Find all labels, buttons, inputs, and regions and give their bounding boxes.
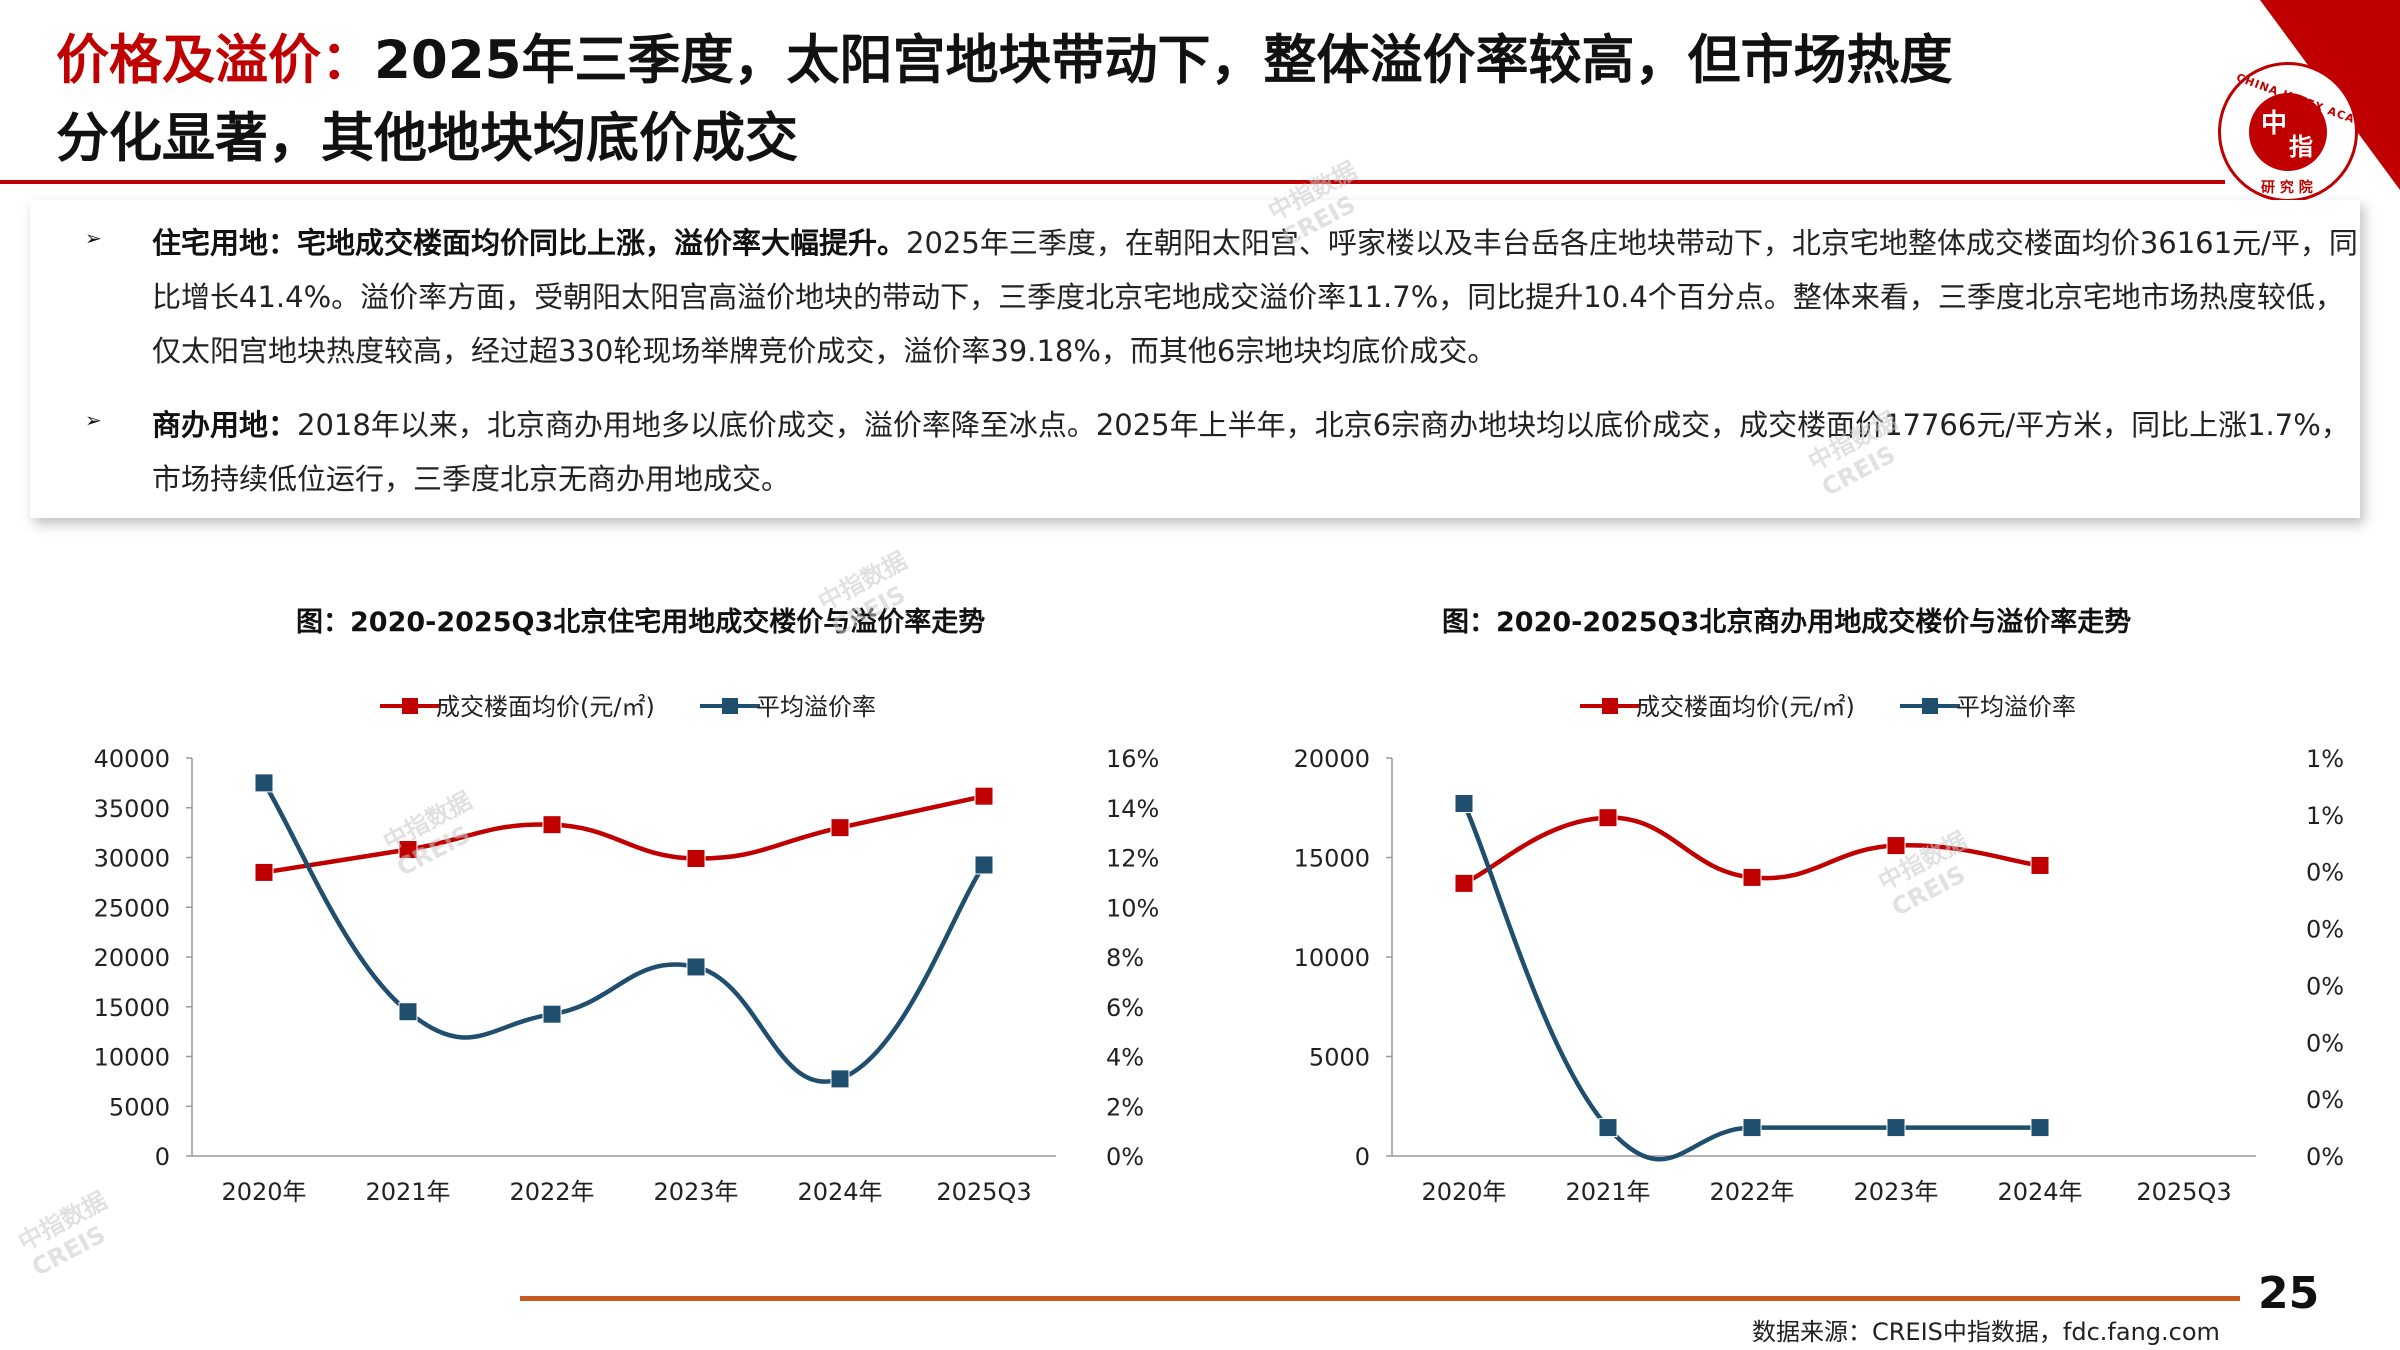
chart-title-residential: 图：2020-2025Q3北京住宅用地成交楼价与溢价率走势 — [296, 607, 986, 638]
y-left-tick-label: 20000 — [1294, 745, 1370, 773]
title-highlight: 价格及溢价： — [56, 30, 374, 91]
y-left-tick-label: 5000 — [109, 1093, 170, 1121]
page-number: 25 — [2258, 1268, 2320, 1319]
y-right-tick-label: 1% — [2306, 745, 2344, 773]
y-right-tick-label: 0% — [2306, 1029, 2344, 1057]
y-left-tick-label: 15000 — [94, 994, 170, 1022]
y-right-tick-label: 10% — [1106, 894, 1159, 922]
data-point — [542, 1004, 562, 1024]
chart-title-commercial: 图：2020-2025Q3北京商办用地成交楼价与溢价率走势 — [1442, 607, 2132, 638]
residential-text: 2025年三季度，在朝阳太阳宫、呼家楼以及丰台岳各庄地块带动下，北京宅地整体成交… — [152, 226, 2358, 368]
x-tick-label: 2020年 — [221, 1178, 306, 1206]
data-point — [2030, 855, 2050, 875]
bullet-arrow-icon: ➢ — [85, 226, 102, 250]
data-point — [398, 840, 418, 860]
data-point — [830, 1069, 850, 1089]
y-left-tick-label: 40000 — [94, 745, 170, 773]
y-right-tick-label: 1% — [2306, 802, 2344, 830]
data-point — [542, 815, 562, 835]
page-title: 价格及溢价：2025年三季度，太阳宫地块带动下，整体溢价率较高，但市场热度 分化… — [56, 22, 2196, 178]
x-tick-label: 2021年 — [365, 1178, 450, 1206]
legend-label: 平均溢价率 — [1956, 693, 2076, 721]
legend-marker — [722, 698, 738, 714]
data-point — [254, 773, 274, 793]
data-point — [974, 855, 994, 875]
data-point — [1454, 793, 1474, 813]
residential-paragraph: 住宅用地：宅地成交楼面均价同比上涨，溢价率大幅提升。2025年三季度，在朝阳太阳… — [152, 216, 2362, 378]
data-point — [1886, 1118, 1906, 1138]
bullet-arrow-icon: ➢ — [85, 408, 102, 432]
y-right-tick-label: 6% — [1106, 994, 1144, 1022]
y-left-tick-label: 10000 — [94, 1044, 170, 1072]
series-line — [1461, 802, 2040, 1162]
data-point — [2030, 1118, 2050, 1138]
summary-box: ➢ 住宅用地：宅地成交楼面均价同比上涨，溢价率大幅提升。2025年三季度，在朝阳… — [30, 200, 2360, 518]
x-tick-label: 2021年 — [1565, 1178, 1650, 1206]
china-index-academy-logo: 中 指 CHINA INDEX ACADEMY 研 究 院 — [2218, 62, 2394, 202]
x-tick-label: 2023年 — [1853, 1178, 1938, 1206]
y-left-tick-label: 20000 — [94, 944, 170, 972]
legend-marker — [402, 698, 418, 714]
y-right-tick-label: 4% — [1106, 1044, 1144, 1072]
y-right-tick-label: 12% — [1106, 845, 1159, 873]
y-right-tick-label: 8% — [1106, 944, 1144, 972]
y-left-tick-label: 35000 — [94, 795, 170, 823]
commercial-text: 2018年以来，北京商办用地多以底价成交，溢价率降至冰点。2025年上半年，北京… — [152, 408, 2350, 496]
y-left-tick-label: 25000 — [94, 894, 170, 922]
data-point — [974, 786, 994, 806]
x-tick-label: 2022年 — [509, 1178, 594, 1206]
legend-label: 平均溢价率 — [756, 693, 876, 721]
y-right-tick-label: 2% — [1106, 1093, 1144, 1121]
commercial-paragraph: 商办用地：2018年以来，北京商办用地多以底价成交，溢价率降至冰点。2025年上… — [152, 398, 2362, 506]
y-right-tick-label: 0% — [2306, 859, 2344, 887]
data-point — [1598, 808, 1618, 828]
data-point — [686, 848, 706, 868]
commercial-label: 商办用地： — [152, 408, 298, 442]
data-source: 数据来源：CREIS中指数据，fdc.fang.com — [1752, 1318, 2220, 1346]
y-right-tick-label: 16% — [1106, 745, 1159, 773]
y-right-tick-label: 0% — [2306, 1143, 2344, 1171]
title-line1: 2025年三季度，太阳宫地块带动下，整体溢价率较高，但市场热度 — [374, 30, 1953, 91]
series-line — [263, 793, 985, 875]
y-right-tick-label: 14% — [1106, 795, 1159, 823]
x-tick-label: 2025Q3 — [2136, 1178, 2231, 1206]
y-right-tick-label: 0% — [2306, 1086, 2344, 1114]
x-tick-label: 2024年 — [1997, 1178, 2082, 1206]
data-point — [1742, 867, 1762, 887]
legend-label: 成交楼面均价(元/㎡) — [1636, 693, 1855, 721]
series-line — [262, 781, 986, 1084]
x-tick-label: 2022年 — [1709, 1178, 1794, 1206]
y-left-tick-label: 0 — [1355, 1143, 1370, 1171]
y-right-tick-label: 0% — [1106, 1143, 1144, 1171]
data-point — [254, 862, 274, 882]
data-point — [686, 957, 706, 977]
x-tick-label: 2023年 — [653, 1178, 738, 1206]
x-tick-label: 2024年 — [797, 1178, 882, 1206]
x-tick-label: 2025Q3 — [936, 1178, 1031, 1206]
y-left-tick-label: 5000 — [1309, 1044, 1370, 1072]
residential-chart: 0 5000 10000 15000 20000 25000 30000 35000 40000… — [94, 693, 1160, 1206]
commercial-chart: 0 5000 10000 15000 20000 0% 0% 0% 0% 0% 0% 1% 1% 2020… — [1294, 693, 2344, 1206]
data-point — [1454, 873, 1474, 893]
data-point — [830, 818, 850, 838]
legend-label: 成交楼面均价(元/㎡) — [436, 693, 655, 721]
data-point — [398, 1002, 418, 1022]
footer-divider — [520, 1296, 2240, 1301]
y-left-tick-label: 10000 — [1294, 944, 1370, 972]
residential-label: 住宅用地：宅地成交楼面均价同比上涨，溢价率大幅提升。 — [152, 226, 907, 260]
data-point — [1886, 836, 1906, 856]
data-point — [1598, 1118, 1618, 1138]
title-divider — [0, 180, 2225, 184]
x-tick-label: 2020年 — [1421, 1178, 1506, 1206]
title-line2: 分化显著，其他地块均底价成交 — [56, 108, 798, 169]
data-point — [1742, 1118, 1762, 1138]
y-right-tick-label: 0% — [2306, 916, 2344, 944]
y-left-tick-label: 30000 — [94, 845, 170, 873]
y-right-tick-label: 0% — [2306, 972, 2344, 1000]
y-left-tick-label: 0 — [155, 1143, 170, 1171]
y-left-tick-label: 15000 — [1294, 845, 1370, 873]
legend-marker — [1922, 698, 1938, 714]
legend-marker — [1602, 698, 1618, 714]
